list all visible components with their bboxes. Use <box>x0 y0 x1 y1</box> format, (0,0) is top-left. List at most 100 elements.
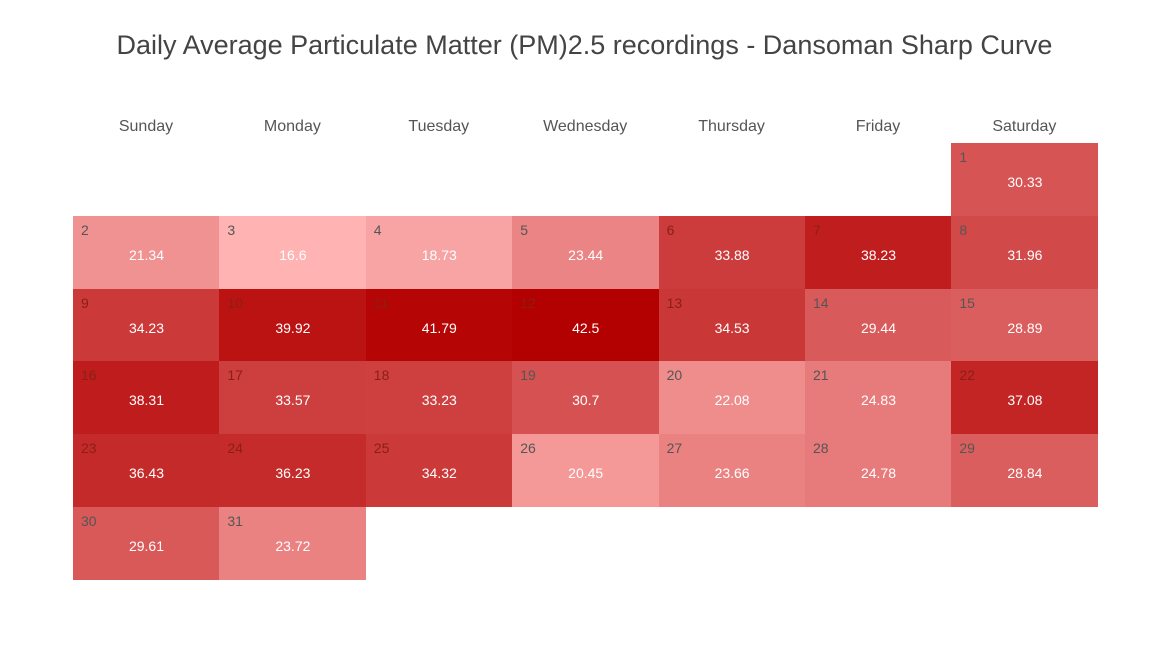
heatmap-cell[interactable]: 16 38.31 <box>73 361 220 435</box>
cell-day-number: 18 <box>373 367 390 384</box>
cell-day-number: 22 <box>959 367 975 384</box>
heatmap-cell[interactable]: 9 34.23 <box>73 288 220 362</box>
cell-day-number: 21 <box>813 367 829 384</box>
cell-day-number: 8 <box>959 221 968 238</box>
heatmap-cell[interactable]: 6 33.88 <box>658 215 806 289</box>
cell-value-label: 37.08 <box>1007 392 1043 409</box>
cell-day-number: 12 <box>520 294 536 311</box>
cell-value-label: 30.33 <box>1007 174 1043 190</box>
cell-value-label: 34.32 <box>421 465 457 482</box>
weekday-header-wednesday: Wednesday <box>543 118 628 135</box>
cell-value-label: 28.89 <box>1007 319 1043 336</box>
weekday-header-thursday: Thursday <box>698 118 765 135</box>
cell-value-label: 30.7 <box>572 392 600 409</box>
cell-day-number: 5 <box>520 221 528 238</box>
cell-value-label: 21.34 <box>128 246 165 263</box>
cell-day-number: 14 <box>813 294 829 311</box>
heatmap-cell[interactable]: 28 24.78 <box>805 434 952 508</box>
cell-day-number: 30 <box>81 513 97 529</box>
heatmap-cell[interactable]: 24 36.23 <box>219 434 367 508</box>
cell-day-number: 25 <box>373 440 390 457</box>
cell-day-number: 29 <box>959 440 975 457</box>
cell-value-label: 38.31 <box>128 392 165 409</box>
cell-day-number: 28 <box>813 440 829 457</box>
cell-value-label: 33.23 <box>421 392 457 409</box>
cell-value-label: 23.72 <box>275 538 311 554</box>
cell-day-number: 13 <box>666 294 683 311</box>
cell-value-label: 22.08 <box>714 392 750 409</box>
cell-day-number: 26 <box>520 440 536 457</box>
weekday-header-friday: Friday <box>855 118 901 135</box>
chart-title: Daily Average Particulate Matter (PM)2.5… <box>116 30 1053 60</box>
weekday-header-tuesday: Tuesday <box>408 118 470 135</box>
weekday-header-sunday: Sunday <box>118 118 174 135</box>
cell-value-label: 29.44 <box>860 319 897 336</box>
heatmap-cell[interactable]: 14 29.44 <box>805 288 952 362</box>
heatmap-cell[interactable]: 26 20.45 <box>512 434 660 508</box>
heatmap-cell[interactable]: 15 28.89 <box>951 288 1099 362</box>
cell-value-label: 31.96 <box>1007 246 1043 263</box>
heatmap-cell[interactable]: 22 37.08 <box>951 361 1099 435</box>
heatmap-cell[interactable]: 1 30.33 <box>951 143 1099 216</box>
cell-day-number: 27 <box>666 440 683 457</box>
cell-day-number: 31 <box>227 513 243 529</box>
heatmap-cell[interactable]: 2 21.34 <box>73 215 220 289</box>
cell-day-number: 6 <box>666 221 675 238</box>
cell-value-label: 42.5 <box>572 319 600 336</box>
cell-day-number: 19 <box>520 367 536 384</box>
cell-day-number: 4 <box>373 221 382 238</box>
cell-day-number: 20 <box>666 367 683 384</box>
cell-day-number: 16 <box>81 367 97 384</box>
heatmap-cell[interactable]: 31 23.72 <box>219 507 367 580</box>
cell-value-label: 38.23 <box>860 246 897 263</box>
cell-day-number: 17 <box>227 367 243 384</box>
cell-value-label: 29.61 <box>128 538 165 554</box>
heatmap-cell[interactable]: 30 29.61 <box>73 507 220 580</box>
heatmap-cell[interactable]: 7 38.23 <box>805 215 952 289</box>
cell-day-number: 15 <box>959 294 975 311</box>
heatmap-cell[interactable]: 8 31.96 <box>951 215 1099 289</box>
cell-value-label: 36.43 <box>128 465 165 482</box>
heatmap-cell[interactable]: 23 36.43 <box>73 434 220 508</box>
heatmap-cell[interactable]: 27 23.66 <box>658 434 806 508</box>
cell-value-label: 39.92 <box>275 319 311 336</box>
cell-value-label: 18.73 <box>421 246 457 263</box>
cell-value-label: 41.79 <box>421 319 457 336</box>
heatmap-cell[interactable]: 5 23.44 <box>512 215 660 289</box>
heatmap-cell[interactable]: 10 39.92 <box>219 288 367 362</box>
cell-value-label: 23.66 <box>714 465 750 482</box>
heatmap-cell[interactable]: 3 16.6 <box>219 215 367 289</box>
cell-value-label: 33.88 <box>714 246 750 263</box>
heatmap-cell[interactable]: 25 34.32 <box>365 434 513 508</box>
heatmap-cell[interactable]: 17 33.57 <box>219 361 367 435</box>
heatmap-cell[interactable]: 21 24.83 <box>805 361 952 435</box>
heatmap-cell[interactable]: 11 41.79 <box>365 288 513 362</box>
cell-value-label: 28.84 <box>1007 465 1043 482</box>
cell-day-number: 11 <box>373 294 389 311</box>
heatmap-cell[interactable]: 18 33.23 <box>365 361 513 435</box>
heatmap-cell[interactable]: 20 22.08 <box>658 361 806 435</box>
cell-day-number: 7 <box>813 221 821 238</box>
heatmap-cell[interactable]: 12 42.5 <box>512 288 660 362</box>
cell-day-number: 10 <box>227 294 243 311</box>
cell-day-number: 3 <box>227 221 236 238</box>
cell-day-number: 23 <box>81 440 97 457</box>
weekday-header-monday: Monday <box>263 118 321 135</box>
cell-value-label: 33.57 <box>275 392 311 409</box>
cell-value-label: 34.23 <box>128 319 165 336</box>
cell-day-number: 24 <box>227 440 243 457</box>
cell-value-label: 24.83 <box>860 392 897 409</box>
heatmap-cell[interactable]: 19 30.7 <box>512 361 660 435</box>
cell-value-label: 24.78 <box>860 465 897 482</box>
cell-value-label: 16.6 <box>279 246 307 263</box>
cell-value-label: 20.45 <box>568 465 604 482</box>
cell-value-label: 23.44 <box>568 246 604 263</box>
cell-day-number: 1 <box>959 149 968 165</box>
cell-value-label: 36.23 <box>275 465 311 482</box>
cell-day-number: 2 <box>81 221 89 238</box>
heatmap-cell[interactable]: 13 34.53 <box>658 288 806 362</box>
heatmap-cell[interactable]: 29 28.84 <box>951 434 1099 508</box>
heatmap-cell[interactable]: 4 18.73 <box>365 215 513 289</box>
cell-value-label: 34.53 <box>714 319 750 336</box>
